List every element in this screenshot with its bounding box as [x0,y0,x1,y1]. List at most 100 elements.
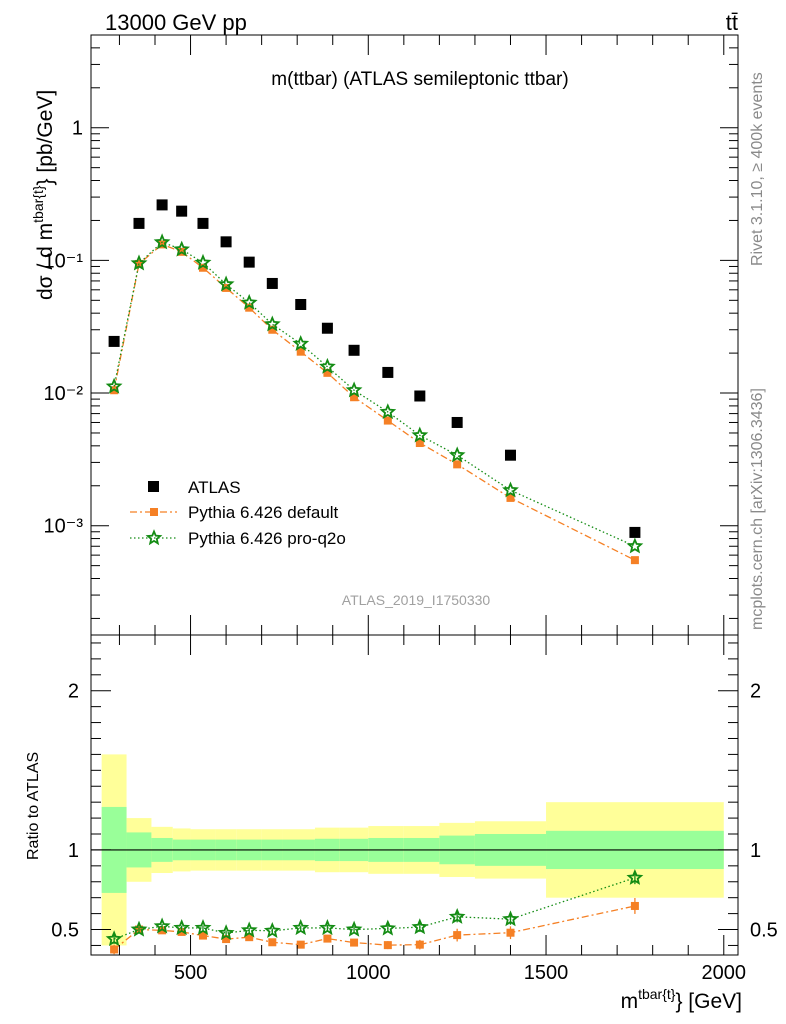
legend-default-marker [150,508,158,516]
ratio-line-0 [113,905,636,950]
data-point [296,347,305,356]
data-point [504,449,516,461]
data-point [414,390,426,402]
data-point [318,357,336,374]
data-point [130,254,148,271]
data-point [156,199,168,211]
main-x-ticks [118,35,725,635]
data-point [451,416,463,428]
ratio-point [318,919,336,936]
legend-default-label: Pythia 6.426 default [188,503,339,522]
main-panel: m(ttbar) (ATLAS semileptonic ttbar) ATLA… [30,34,739,636]
main-y-tick-label: 10⁻² [44,383,84,405]
x-tick-label: 1500 [524,962,569,984]
ratio-point [323,934,332,943]
ratio-point [153,917,171,934]
data-point [383,416,392,425]
data-point [194,253,212,270]
data-point [345,381,363,398]
ratio-frame [90,634,739,956]
data-point [350,393,359,402]
data-point [630,556,639,565]
process-label: tt̄ [726,10,738,35]
main-y-tick-label: 1 [72,118,83,140]
ratio-point [626,868,644,885]
ratio-point [379,919,397,936]
analysis-id: ATLAS_2019_I1750330 [342,592,491,608]
data-point [176,205,188,217]
x-axis-label: mtbar{t}} [GeV] [621,986,742,1013]
data-point [197,217,209,229]
series-line-1 [113,243,636,561]
main-series [105,199,644,565]
x-tick-label: 2000 [702,962,747,984]
ratio-line-1 [113,877,636,940]
ratio-point [630,901,639,910]
data-point [506,493,515,502]
energy-label: 13000 GeV pp [105,10,247,35]
ratio-point [411,918,429,935]
main-y-label: dσ / d mtbar{t}} [pb/GeV] [30,90,57,300]
data-point [453,460,462,469]
data-point [292,334,310,352]
data-point [629,526,641,538]
ratio-y-tick-label: 0.5 [51,920,79,942]
legend-q2o-marker [145,529,163,546]
ratio-point [268,938,277,947]
ratio-point [263,921,281,939]
ratio-point [105,930,123,947]
main-y-tick-label: 10⁻³ [44,516,84,538]
data-point [173,240,191,257]
data-point [263,315,281,332]
data-point [153,233,171,250]
ratio-point [198,931,207,940]
data-point [411,426,429,443]
ratio-y-tick-label-right: 2 [750,681,761,703]
legend-q2o-label: Pythia 6.426 pro-q2o [188,529,346,548]
data-point [448,446,466,463]
data-point [245,303,254,312]
ratio-point [448,908,466,924]
ratio-point [502,910,519,927]
ratio-point [222,935,231,944]
ratio-point [110,945,119,954]
series-line-2 [113,241,636,547]
ratio-point [194,919,212,936]
data-point [266,277,278,289]
ratio-y-tick-label-right: 1 [750,840,761,862]
ratio-point [240,921,258,938]
data-point [105,377,123,394]
main-title: m(ttbar) (ATLAS semileptonic ttbar) [271,69,568,90]
legend-atlas-label: ATLAS [188,478,241,497]
mcplots-label: mcplots.cern.ch [arXiv:1306.3436] [749,388,766,630]
ratio-point [345,920,363,937]
data-point [321,322,333,334]
ratio-y-tick-label: 2 [68,681,79,703]
ratio-point [217,924,235,941]
ratio-point [383,941,392,950]
ratio-point [453,931,462,940]
rivet-label: Rivet 3.1.10, ≥ 400k events [749,72,766,266]
main-y-ticks: 10⁻³ 10⁻² 10⁻¹ 1 [44,34,738,619]
ratio-point [350,938,359,947]
ratio-point [296,940,305,949]
data-point [133,217,145,229]
data-point [415,439,424,448]
data-point [502,481,519,498]
ratio-point [292,919,310,936]
data-point [217,275,235,292]
data-point [323,368,332,377]
ratio-y-label: Ratio to ATLAS [25,752,42,860]
data-point [379,403,397,420]
legend-atlas-marker [148,481,159,492]
data-point [268,325,277,334]
ratio-point [245,933,254,942]
data-point [348,344,360,356]
data-point [198,263,207,272]
x-tick-label: 1000 [346,962,391,984]
ratio-point [415,940,424,949]
main-y-tick-label: 10⁻¹ [44,250,84,272]
